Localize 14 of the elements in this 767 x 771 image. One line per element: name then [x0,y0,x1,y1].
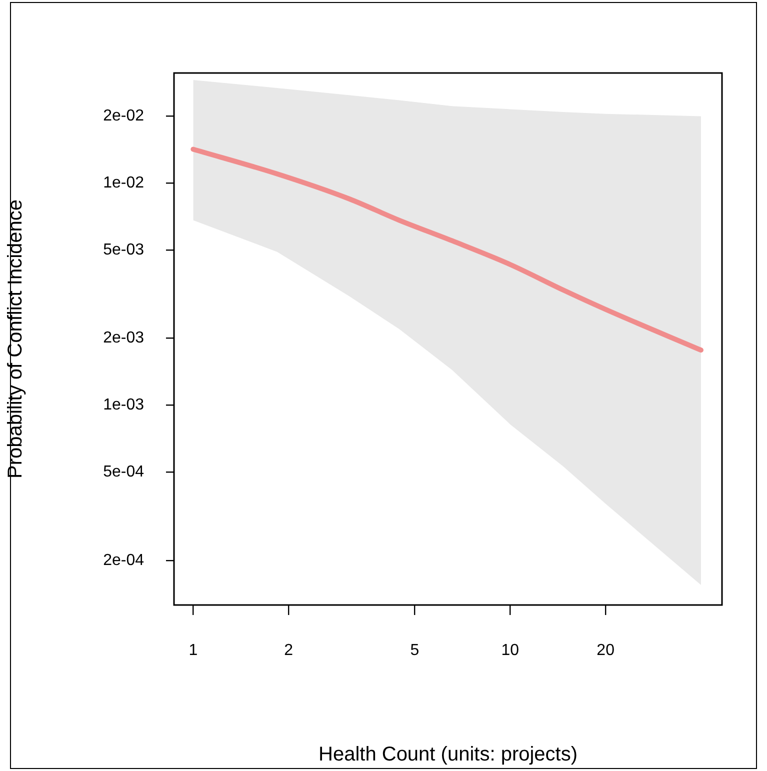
y-tick-label: 1e-02 [103,174,144,192]
x-tick-label: 2 [284,642,294,660]
y-tick-label: 5e-04 [103,463,144,480]
y-tick-label: 1e-03 [103,396,144,414]
x-tick-label: 1 [188,642,198,660]
x-tick-label: 5 [410,642,420,660]
x-tick-label: 10 [501,642,520,660]
y-tick-label: 2e-04 [103,552,144,569]
y-tick-label: 2e-03 [103,330,144,347]
y-tick-label: 5e-03 [103,241,144,258]
x-axis-title: Health Count (units: projects) [318,744,578,766]
x-tick-label: 20 [596,642,615,660]
y-axis-title: Probability of Conflict Incidence [4,199,27,479]
y-tick-label: 2e-02 [103,108,144,125]
